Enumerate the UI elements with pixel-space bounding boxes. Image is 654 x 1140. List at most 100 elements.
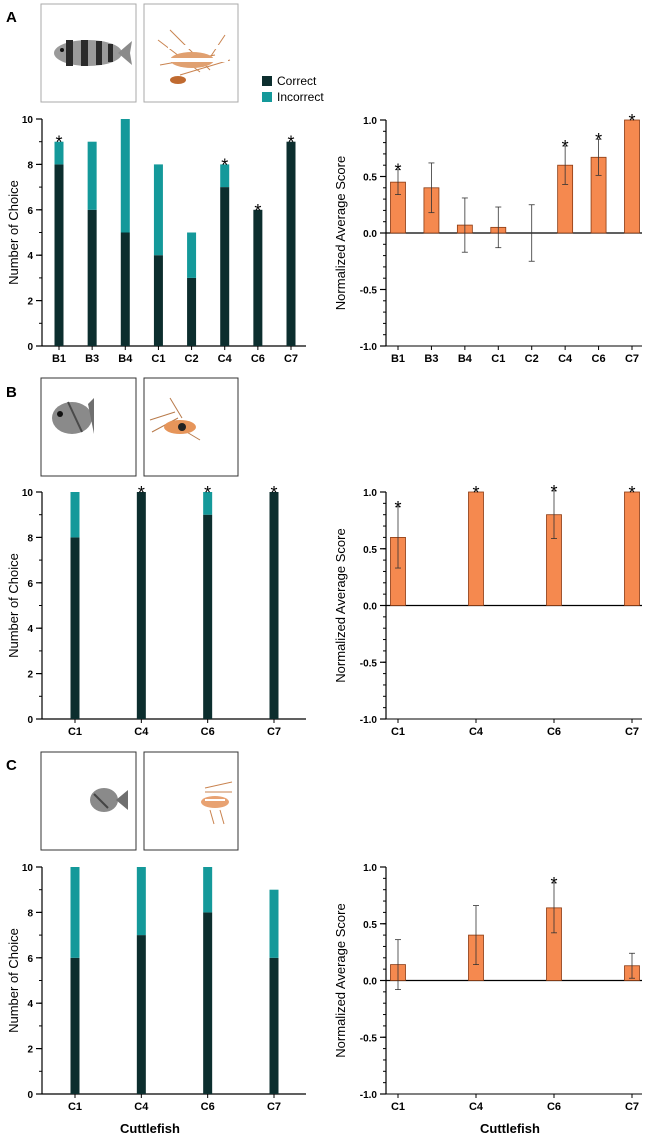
x-axis-label-left: Cuttlefish [120, 1121, 180, 1136]
x-tick-label: C4 [558, 353, 573, 365]
bar-correct [87, 209, 97, 346]
bar-correct [70, 957, 80, 1094]
bar-incorrect [203, 492, 213, 515]
x-tick-label: C2 [525, 353, 539, 365]
significance-star: * [550, 482, 557, 502]
bar-correct [269, 957, 279, 1094]
x-tick-label: C4 [469, 1101, 484, 1113]
y-axis-title: Normalized Average Score [333, 156, 348, 310]
y-tick-label: 0.0 [363, 977, 377, 988]
x-tick-label: B3 [85, 353, 99, 365]
bar-incorrect [187, 232, 197, 278]
y-axis-title: Number of Choice [6, 553, 21, 658]
y-axis-title: Normalized Average Score [333, 903, 348, 1057]
bar-correct [54, 164, 64, 346]
significance-star: * [394, 161, 401, 181]
chart-c-choices: 0 2 4 6 8 10 Number of Choice C1 C4 C6 C7 [6, 863, 306, 1113]
significance-star: * [628, 111, 635, 131]
x-tick-label: B4 [118, 353, 133, 365]
x-tick-label: C4 [469, 726, 484, 738]
y-tick-label: 4 [27, 624, 33, 635]
y-tick-label: 1.0 [363, 863, 377, 874]
bar-incorrect [120, 119, 130, 233]
chart-c-score: -1.0 -0.5 0.0 0.5 1.0 Normalized Average Scor… [333, 863, 642, 1113]
x-tick-label: C7 [625, 353, 639, 365]
y-tick-label: 10 [22, 863, 34, 874]
x-tick-label: C1 [391, 1101, 405, 1113]
bar-correct [120, 232, 130, 346]
chart-b-choices: 0 2 4 6 8 10 Number of Choice C1 C4 * C6 * C7 * [6, 483, 306, 738]
bar-correct [187, 277, 197, 346]
y-tick-label: 0.5 [363, 545, 377, 556]
bar-incorrect [203, 867, 213, 913]
y-tick-label: 0.0 [363, 229, 377, 240]
bar-incorrect [87, 141, 97, 210]
stimulus-fish-image-a [40, 3, 137, 103]
y-tick-label: 0 [27, 342, 33, 353]
significance-star: * [138, 483, 145, 503]
legend-label-correct: Correct [277, 74, 317, 88]
panel-letter-b: B [6, 384, 17, 401]
bar-correct [70, 537, 80, 719]
y-tick-label: 0 [27, 1090, 33, 1101]
x-tick-label: B1 [391, 353, 405, 365]
x-tick-label: C1 [391, 726, 405, 738]
x-tick-label: C7 [284, 353, 298, 365]
x-tick-label: B1 [52, 353, 66, 365]
chart-a-score: -1.0 -0.5 0.0 0.5 1.0 Normalized Average Scor… [333, 111, 642, 365]
significance-star: * [270, 483, 277, 503]
x-tick-label: C4 [218, 353, 233, 365]
bar-incorrect [70, 867, 80, 958]
x-tick-label: C1 [491, 353, 505, 365]
significance-star: * [287, 133, 294, 153]
bar-correct [153, 255, 163, 346]
x-tick-label: C7 [267, 726, 281, 738]
significance-star: * [221, 155, 228, 175]
x-tick-label: C6 [547, 1101, 561, 1113]
significance-star: * [595, 130, 602, 150]
y-tick-label: 1.0 [363, 488, 377, 499]
y-tick-label: 2 [27, 297, 33, 308]
y-tick-label: 1.0 [363, 116, 377, 127]
y-tick-label: -0.5 [360, 658, 378, 669]
y-tick-label: 8 [27, 908, 33, 919]
y-tick-label: 6 [27, 579, 33, 590]
panel-letter-c: C [6, 757, 17, 774]
y-tick-label: -1.0 [360, 342, 378, 353]
bar-incorrect [136, 867, 146, 936]
y-tick-label: -0.5 [360, 286, 378, 297]
x-tick-label: C4 [134, 726, 149, 738]
y-tick-label: 4 [27, 251, 33, 262]
y-axis-title: Normalized Average Score [333, 528, 348, 682]
y-tick-label: 0.0 [363, 602, 377, 613]
y-tick-label: 10 [22, 115, 34, 126]
significance-star: * [628, 483, 635, 503]
y-tick-label: 0.5 [363, 920, 377, 931]
y-tick-label: 0 [27, 715, 33, 726]
legend-swatch-correct [262, 76, 272, 86]
chart-b-score: -1.0 -0.5 0.0 0.5 1.0 Normalized Average Scor… [333, 482, 642, 738]
legend-label-incorrect: Incorrect [277, 90, 324, 104]
x-tick-label: C6 [251, 353, 265, 365]
legend-swatch-incorrect [262, 92, 272, 102]
bar-incorrect [220, 164, 230, 188]
bar-correct [136, 492, 146, 719]
bar-score [624, 491, 640, 606]
x-tick-label: B3 [424, 353, 438, 365]
y-tick-label: 4 [27, 999, 33, 1010]
y-tick-label: -0.5 [360, 1033, 378, 1044]
significance-star: * [254, 201, 261, 221]
bar-incorrect [153, 164, 163, 256]
significance-star: * [472, 483, 479, 503]
x-tick-label: B4 [458, 353, 473, 365]
y-tick-label: -1.0 [360, 715, 378, 726]
stimulus-shrimp-image-c [143, 751, 239, 851]
x-tick-label: C7 [625, 1101, 639, 1113]
stimulus-fish-image-b [40, 377, 137, 477]
significance-star: * [394, 498, 401, 518]
y-tick-label: 2 [27, 670, 33, 681]
bar-score [624, 119, 640, 234]
significance-star: * [550, 874, 557, 894]
